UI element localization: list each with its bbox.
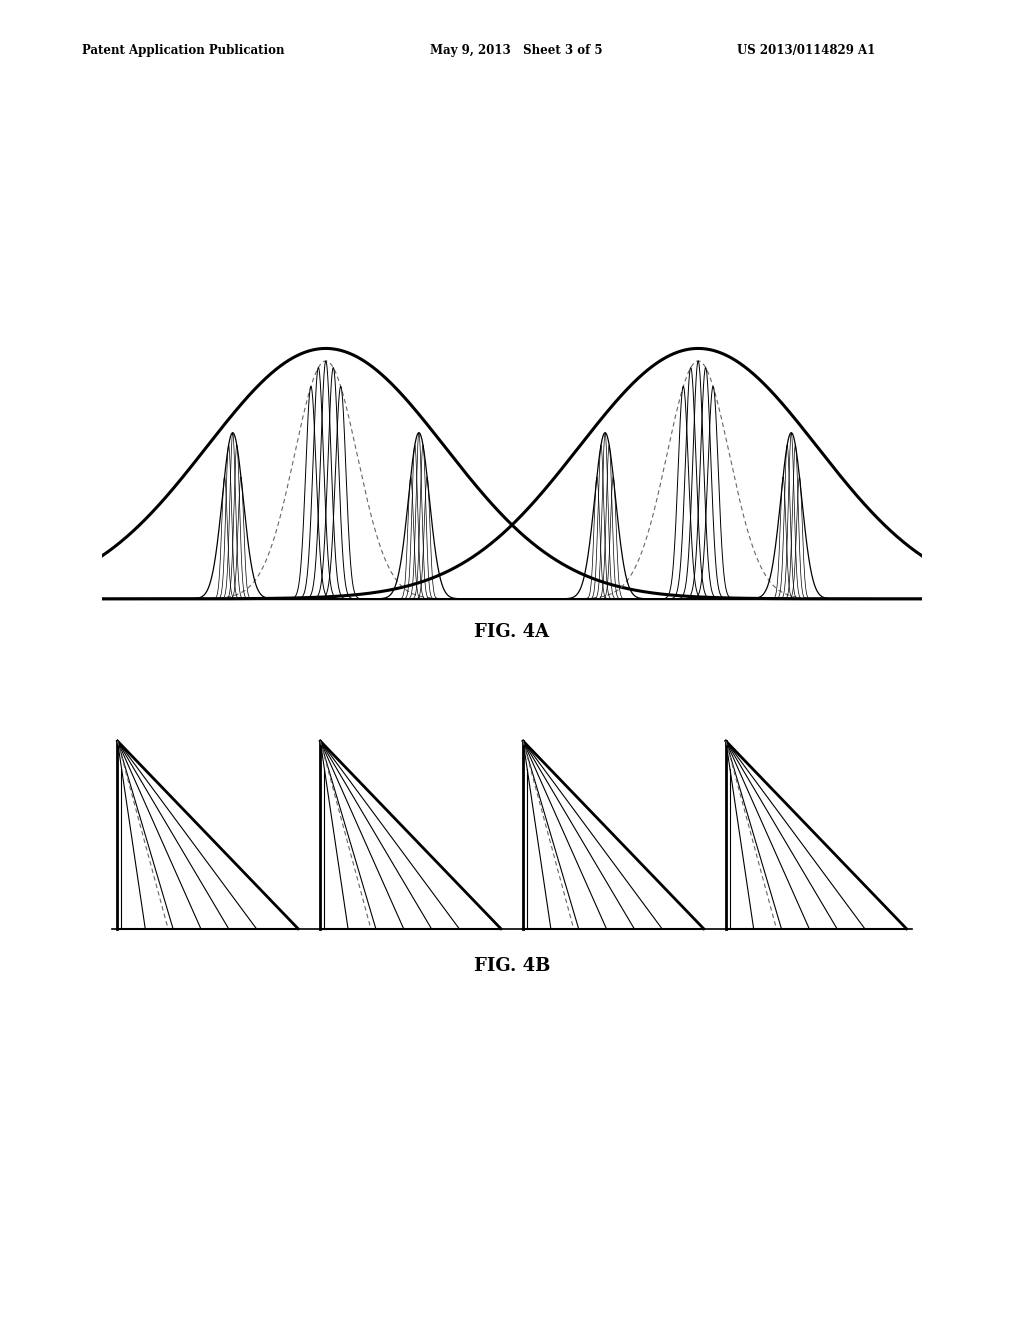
Text: US 2013/0114829 A1: US 2013/0114829 A1 [737,44,876,57]
Text: FIG. 4A: FIG. 4A [474,623,550,642]
Text: Patent Application Publication: Patent Application Publication [82,44,285,57]
Text: May 9, 2013   Sheet 3 of 5: May 9, 2013 Sheet 3 of 5 [430,44,602,57]
Text: FIG. 4B: FIG. 4B [474,957,550,975]
